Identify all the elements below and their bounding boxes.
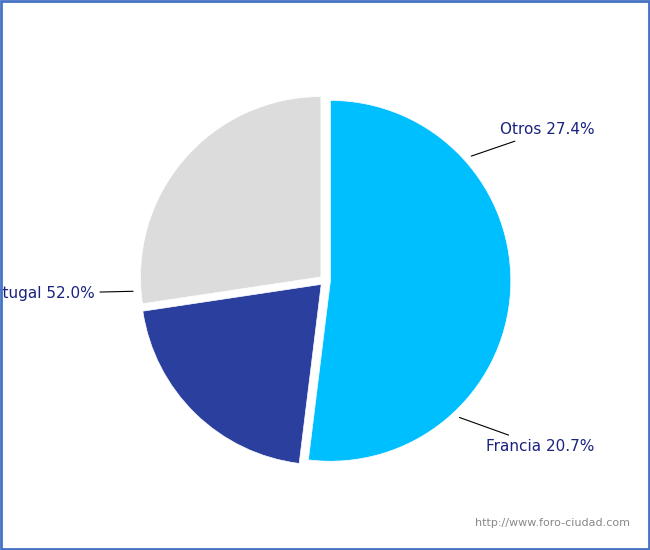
Wedge shape <box>140 97 321 304</box>
Text: http://www.foro-ciudad.com: http://www.foro-ciudad.com <box>476 518 630 528</box>
Wedge shape <box>143 284 321 464</box>
Text: Francia 20.7%: Francia 20.7% <box>460 417 594 454</box>
Text: Portugal 52.0%: Portugal 52.0% <box>0 286 133 301</box>
Text: Otros 27.4%: Otros 27.4% <box>471 123 595 156</box>
Wedge shape <box>308 101 511 461</box>
Text: El Almendro - Turistas extranjeros según país - Abril de 2024: El Almendro - Turistas extranjeros según… <box>73 24 577 42</box>
